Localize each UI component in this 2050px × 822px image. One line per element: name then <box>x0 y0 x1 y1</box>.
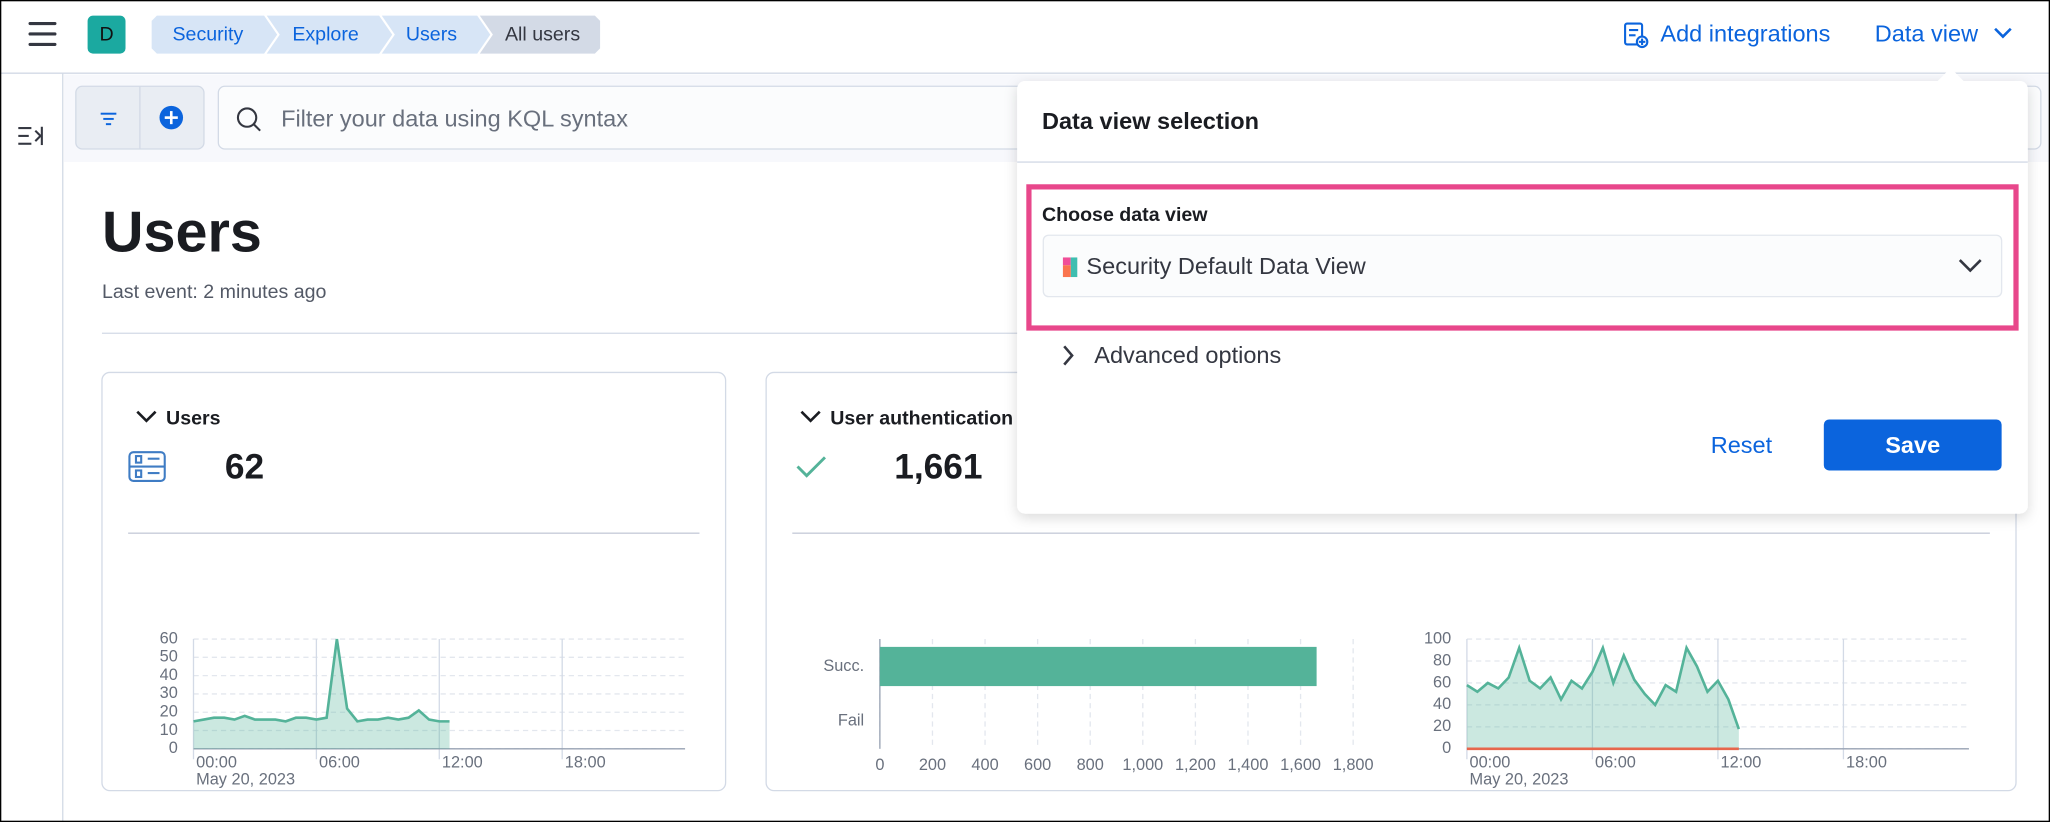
collapse-toggle[interactable] <box>136 410 157 423</box>
breadcrumb[interactable]: Security <box>172 23 243 45</box>
area <box>1466 647 1739 749</box>
metric: 1,661 <box>894 447 982 486</box>
save-button[interactable] <box>1823 419 2002 471</box>
x-tick-label: 00:00 <box>196 754 237 772</box>
y-tick-label: 20 <box>160 703 178 721</box>
x-tick-label: 12:00 <box>442 754 483 772</box>
area <box>193 639 450 749</box>
chevron-down <box>1994 27 2012 39</box>
check-icon <box>796 456 826 478</box>
x-tick-label: 12:00 <box>1721 754 1762 772</box>
panel <box>101 371 727 792</box>
y-tick-label: 60 <box>1433 673 1451 691</box>
menu-button[interactable] <box>28 21 57 47</box>
data-view-select[interactable] <box>1042 234 2003 298</box>
breadcrumb-bg[interactable] <box>266 15 393 54</box>
reset-button[interactable]: Reset <box>1711 432 1773 458</box>
x-tick-label: 600 <box>1024 756 1051 774</box>
data-view-icon <box>1062 257 1078 278</box>
page-title: Users <box>102 201 262 265</box>
breadcrumb[interactable]: Explore <box>292 23 359 45</box>
save-label: Save <box>1885 432 1940 458</box>
chevron-right[interactable] <box>1063 345 1074 366</box>
panel-title: User authentication <box>830 408 1013 430</box>
data-view-popover: Data view selection Choose data view Sec… <box>1017 67 2028 514</box>
x-tick-label: 1,200 <box>1175 756 1216 774</box>
add-filter-button[interactable] <box>159 105 184 130</box>
y-tick-label: 20 <box>1433 717 1451 735</box>
x-tick-label: 06:00 <box>319 754 360 772</box>
y-tick-label: 10 <box>160 721 178 739</box>
x-tick-label: 06:00 <box>1595 754 1636 772</box>
breadcrumb-bg <box>479 15 601 54</box>
space-avatar[interactable] <box>87 15 126 54</box>
x-tick-label: 1,000 <box>1122 756 1163 774</box>
y-tick-label: 0 <box>1442 739 1451 757</box>
x-date-label: May 20, 2023 <box>1470 770 1569 788</box>
metric: 62 <box>225 447 264 486</box>
filter-menu-button[interactable] <box>100 112 117 126</box>
x-tick-label: 1,400 <box>1228 756 1269 774</box>
highlight-box <box>1026 184 2019 331</box>
search-placeholder: Filter your data using KQL syntax <box>281 105 628 131</box>
x-tick-label: 1,800 <box>1333 756 1374 774</box>
y-tick-label: 40 <box>160 666 178 684</box>
bar <box>879 646 1317 687</box>
breadcrumb-bg[interactable] <box>381 15 491 54</box>
x-tick-label: 1,600 <box>1280 756 1321 774</box>
add-integrations-link[interactable]: Add integrations <box>1660 21 1830 47</box>
header: D Security Explore Users All users Add i… <box>0 15 2050 74</box>
breadcrumb[interactable]: Users <box>406 23 457 45</box>
chevron-down <box>1958 259 1982 273</box>
breadcrumb-bg[interactable] <box>151 15 278 54</box>
y-tick-label: Succ. <box>823 657 864 675</box>
x-tick-label: 800 <box>1077 756 1104 774</box>
line <box>193 638 450 723</box>
search-icon <box>236 107 261 132</box>
integrations-icon <box>1624 22 1649 49</box>
avatar-letter: D <box>99 23 113 45</box>
x-tick-label: 400 <box>971 756 998 774</box>
x-tick-label: 0 <box>875 756 884 774</box>
y-tick-label: 40 <box>1433 695 1451 713</box>
advanced-options[interactable]: Advanced options <box>1094 342 1281 368</box>
y-tick-label: 30 <box>160 684 178 702</box>
y-tick-label: Fail <box>838 712 864 730</box>
collapse-toggle[interactable] <box>800 410 821 423</box>
line <box>1466 643 1741 730</box>
y-tick-label: 80 <box>1433 651 1451 669</box>
users-icon <box>128 451 166 482</box>
panel-title: Users <box>166 408 221 430</box>
data-view-button[interactable]: Data view <box>1875 21 1979 47</box>
y-tick-label: 100 <box>1424 629 1451 647</box>
breadcrumb: All users <box>505 23 580 45</box>
selected-data-view: Security Default Data View <box>1086 253 1366 279</box>
last-event: Last event: 2 minutes ago <box>102 281 327 303</box>
x-tick-label: 18:00 <box>1846 754 1887 772</box>
x-tick-label: 18:00 <box>565 754 606 772</box>
y-tick-label: 50 <box>160 648 178 666</box>
y-tick-label: 0 <box>169 739 178 757</box>
y-tick-label: 60 <box>160 629 178 647</box>
x-tick-label: 200 <box>919 756 946 774</box>
sidebar-toggle[interactable] <box>18 126 43 146</box>
x-tick-label: 00:00 <box>1470 754 1511 772</box>
field-label: Choose data view <box>1042 204 1208 226</box>
popover-title: Data view selection <box>1042 108 1259 134</box>
x-date-label: May 20, 2023 <box>196 770 295 788</box>
